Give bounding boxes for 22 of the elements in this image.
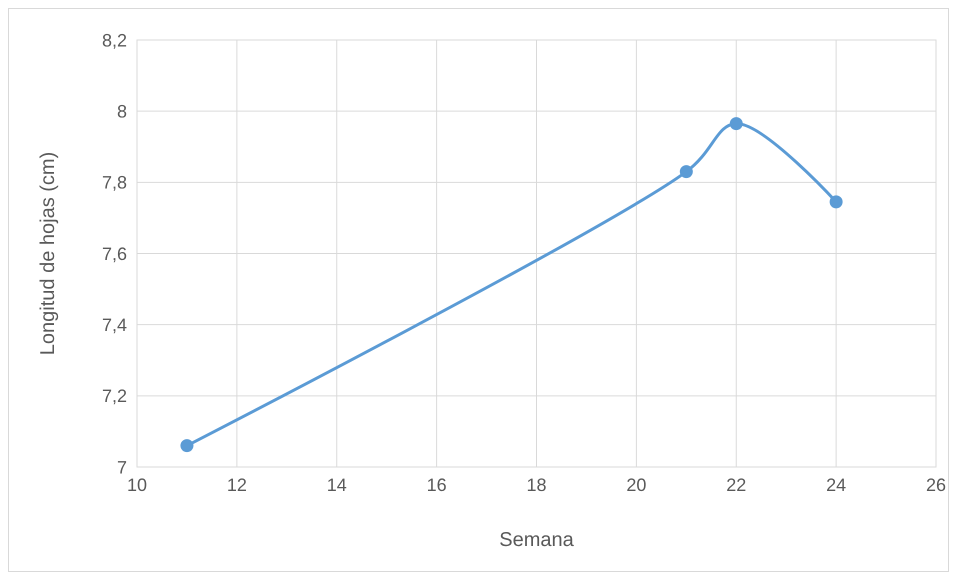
x-tick-label: 24 bbox=[826, 475, 846, 495]
point bbox=[680, 165, 693, 178]
x-tick-label: 22 bbox=[726, 475, 746, 495]
y-tick-label: 7,4 bbox=[102, 314, 127, 335]
x-tick-label: 20 bbox=[626, 475, 646, 495]
x-tick-label: 14 bbox=[326, 475, 347, 495]
y-tick-label: 8,2 bbox=[102, 30, 127, 50]
x-tick-label: 12 bbox=[226, 475, 247, 495]
point bbox=[730, 117, 743, 130]
y-tick-label: 7,8 bbox=[102, 172, 127, 193]
y-tick-label: 8 bbox=[116, 101, 127, 122]
x-axis-title: Semana bbox=[499, 529, 575, 551]
y-tick-label: 7,2 bbox=[102, 386, 127, 406]
y-axis-title: Longitud de hojas (cm) bbox=[37, 152, 59, 356]
x-tick-label: 26 bbox=[926, 475, 946, 495]
x-tick-label: 18 bbox=[526, 475, 547, 495]
point bbox=[180, 439, 194, 452]
point bbox=[830, 195, 843, 208]
x-tick-label: 10 bbox=[126, 475, 148, 495]
y-tick-label: 7,6 bbox=[102, 244, 127, 264]
x-tick-label: 16 bbox=[426, 475, 447, 495]
y-tick-label: 7 bbox=[116, 457, 127, 478]
